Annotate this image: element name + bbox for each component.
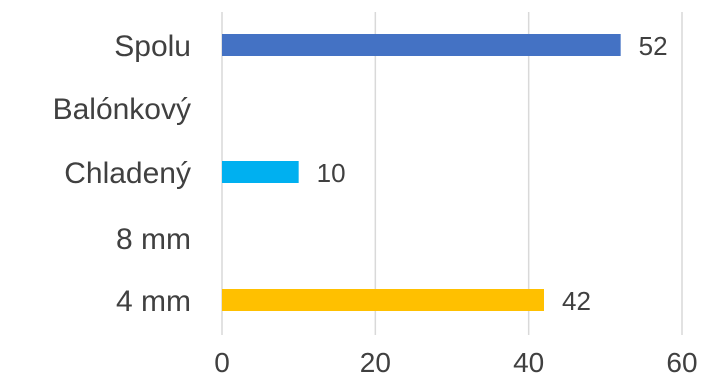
category-label: Spolu [114,30,191,63]
data-labels: 52 10 42 [317,31,668,316]
x-tick-label: 40 [513,347,544,378]
category-label: 4 mm [116,285,191,318]
x-tick-label: 20 [360,347,391,378]
bar [222,34,621,56]
x-axis-tick-labels: 0 20 40 60 [214,347,697,378]
data-label: 52 [639,31,668,61]
data-label: 10 [317,158,346,188]
bar [222,289,544,311]
category-labels: Spolu Balónkový Chladený 8 mm 4 mm [53,30,191,318]
category-label: Chladený [64,157,191,190]
data-label: 42 [562,286,591,316]
bar [222,161,299,183]
category-label: Balónkový [53,93,191,126]
category-label: 8 mm [116,223,191,256]
bars [222,34,621,311]
x-tick-label: 60 [666,347,697,378]
x-tick-label: 0 [214,347,230,378]
